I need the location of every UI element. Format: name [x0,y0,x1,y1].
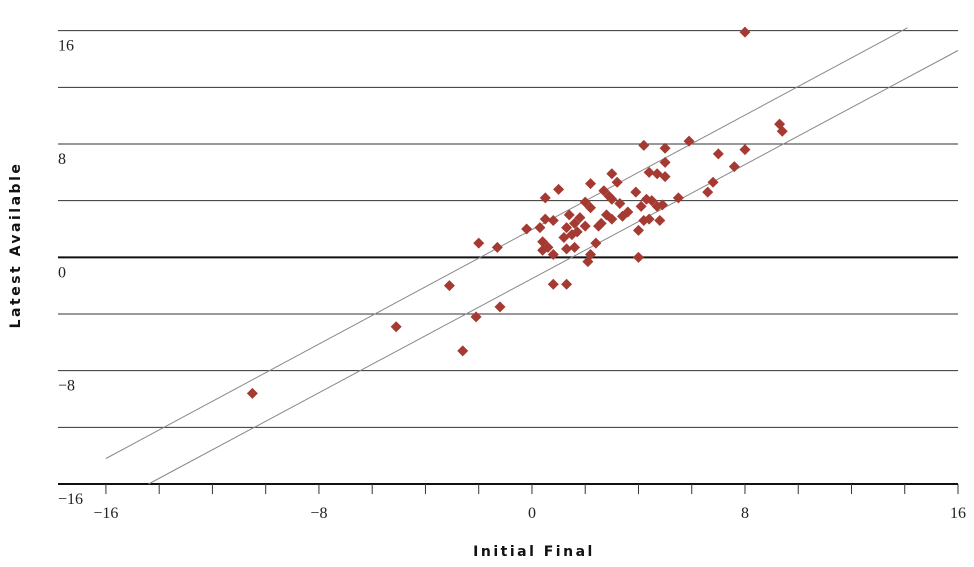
data-point-57 [590,237,602,249]
data-point-65 [632,251,644,263]
data-point-58 [593,220,605,232]
data-point-21 [585,178,597,190]
x-tick-label: 8 [741,505,749,522]
data-point-50 [521,223,533,235]
data-point-2 [774,118,786,130]
data-point-49 [534,222,546,234]
data-point-46 [558,232,570,243]
data-point-15 [643,166,655,178]
data-point-68 [491,241,503,253]
reference-line-1 [105,27,908,459]
data-point-22 [606,193,618,205]
data-point-24 [630,186,642,198]
y-tick-label: 8 [58,151,66,168]
data-point-11 [702,186,714,198]
data-point-18 [611,176,623,188]
reference-line-2 [148,50,959,485]
data-point-44 [561,222,573,234]
data-point-23 [614,198,626,209]
data-point-7 [712,148,724,160]
data-point-70 [494,301,506,313]
data-point-37 [553,183,565,195]
x-tick-label: 0 [528,505,536,522]
data-point-67 [561,278,573,290]
data-point-47 [547,215,559,226]
data-point-55 [561,243,573,255]
data-point-56 [569,241,581,253]
data-point-13 [659,156,671,168]
data-point-54 [547,249,559,260]
data-point-5 [728,161,740,173]
gridlines [58,30,958,485]
data-point-10 [707,176,719,188]
y-tick-label: 16 [58,38,74,55]
data-point-8 [659,142,671,154]
data-point-61 [632,224,644,236]
reference-lines [105,27,959,485]
y-tick-label: −16 [58,491,83,508]
data-point-40 [569,217,581,229]
data-point-33 [601,209,613,221]
data-point-63 [643,213,655,225]
data-point-1 [739,26,751,38]
data-point-38 [539,192,551,204]
data-point-42 [579,220,591,232]
data-point-17 [606,168,618,180]
data-point-4 [739,144,751,156]
data-point-41 [563,209,575,221]
data-point-25 [635,200,647,212]
x-axis-ticks [105,484,959,494]
x-tick-label: −8 [310,505,327,522]
y-axis-title: Latest Available [8,162,24,329]
data-point-60 [582,256,594,268]
data-point-9 [638,139,650,151]
tick-labels: −16 −8 0 8 16 −16 −8 0 8 16 [58,38,966,522]
data-point-3 [776,125,788,137]
data-point-48 [539,213,551,225]
data-points [246,26,788,399]
data-point-69 [473,237,485,249]
data-point-29 [656,199,668,211]
y-tick-label: 0 [58,264,66,281]
data-point-64 [654,215,666,226]
data-point-75 [246,387,258,399]
data-point-16 [651,168,663,180]
data-point-72 [443,280,455,292]
x-tick-label: 16 [950,505,966,522]
x-axis-title: Initial Final [473,544,595,560]
data-point-53 [537,244,549,256]
data-point-73 [457,345,469,357]
data-point-36 [579,196,591,208]
data-point-71 [470,311,482,323]
data-point-12 [672,192,684,204]
y-tick-label: −8 [58,378,75,395]
x-tick-label: −16 [93,505,118,522]
data-point-6 [683,135,695,147]
data-point-74 [390,321,402,333]
data-point-31 [616,210,628,222]
data-point-66 [547,278,559,290]
